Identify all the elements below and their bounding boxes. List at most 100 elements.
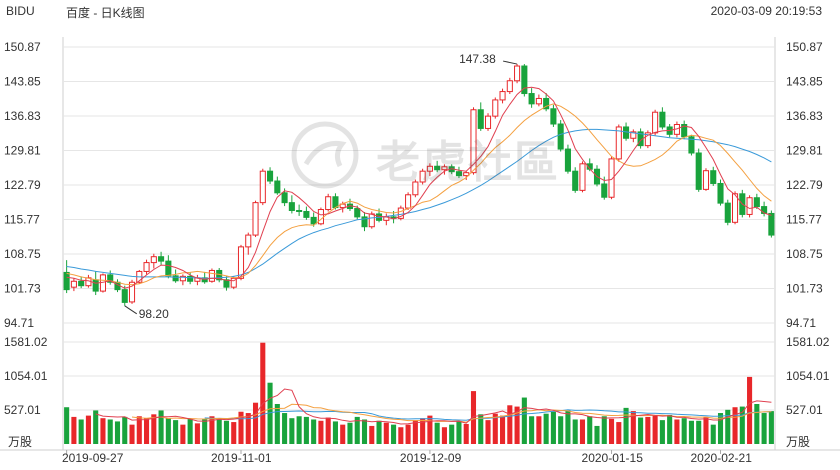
volume-bar [332,421,338,444]
price-tick-label-left: 143.85 [4,75,41,89]
candle-down [717,182,724,204]
volume-bar [667,414,673,444]
candle-down [543,97,550,110]
volume-bar [398,427,404,444]
candle-up [419,170,426,183]
volume-bar [107,419,113,444]
volume-bar [572,419,578,444]
volume-bar [630,411,636,444]
candle-up [579,163,586,191]
volume-bar [296,416,302,444]
volume-bar [187,418,193,444]
candle-down [557,123,564,150]
volume-bar [521,397,527,444]
volume-bar [652,414,658,444]
candle-up [128,281,136,303]
candle-down [296,210,303,213]
candle-up [506,80,513,93]
date-tick-label: 2019-09-27 [62,451,124,465]
volume-bar [144,418,150,444]
volume-bar [696,420,702,444]
ma10-line [66,103,772,286]
date-tick-label: 2019-12-09 [400,451,462,465]
volume-bar [710,424,716,444]
volume-bar [209,416,215,444]
volume-bar [405,424,411,444]
candle-up [630,131,637,139]
volume-bar [347,422,353,444]
volume-bar [768,411,774,444]
volume-bar [761,413,767,444]
candle-down [710,170,717,184]
candle-down [572,170,579,191]
volume-bar [725,409,731,444]
volume-bar [681,418,687,444]
volume-bar [420,418,426,444]
watermark: 老虎社區 [290,120,570,190]
price-tick-label-right: 94.71 [786,316,816,330]
low-annotation-leader [124,305,138,315]
candle-down [172,275,179,282]
volume-tick-label-right: 1581.02 [786,335,830,349]
volume-bar [536,416,542,444]
candle-up [397,207,404,219]
candle-up [652,111,659,134]
volume-bar [391,424,397,444]
volume-bar [623,407,629,444]
volume-bar [85,415,91,444]
volume-bar [616,422,622,444]
volume-bar [688,420,694,444]
candle-down [92,279,99,292]
candle-up [179,275,186,282]
timestamp: 2020-03-09 20:19:53 [710,4,822,18]
price-tick-label-right: 122.79 [786,178,823,192]
candle-up [208,269,215,282]
volume-bar [71,416,77,444]
tiger-logo-icon [291,121,359,189]
volume-bar [492,413,498,444]
volume-bar [500,415,506,444]
volume-bar [434,422,440,444]
vol-ma5-line [95,388,772,425]
price-tick-label-left: 122.79 [4,178,41,192]
candle-down [354,208,361,218]
candle-up [644,132,651,147]
candle-up [317,209,324,225]
volume-bar [158,410,164,444]
candle-down [434,165,441,171]
volume-unit-label-left: 万股 [8,435,32,449]
volume-bar [369,425,375,444]
volume-bar [754,404,760,444]
volume-tick-label-left: 1054.01 [4,369,48,383]
high-annotation-leader [502,60,518,65]
volume-bar [739,406,745,444]
volume-bar [478,414,484,444]
watermark-text: 老虎社區 [376,138,560,187]
volume-bar [383,422,389,444]
candle-down [281,192,288,204]
volume-bar [93,410,99,444]
candle-up [412,181,419,196]
candle-up [499,91,506,101]
price-tick-label-right: 108.75 [786,247,823,261]
volume-bar [674,419,680,444]
volume-bar [216,418,222,444]
candle-up [615,126,622,160]
price-tick-label-left: 136.83 [4,109,41,123]
volume-tick-label-right: 1054.01 [786,369,830,383]
candle-down [477,109,484,129]
volume-bar [427,415,433,444]
candle-down [768,212,775,236]
candle-up [259,170,266,204]
volume-bar [732,407,738,444]
candle-down [165,260,172,277]
date-tick-label: 2020-01-15 [582,451,644,465]
date-tick-label: 2019-11-01 [211,451,272,465]
candle-down [310,216,317,225]
candle-down [521,65,528,95]
volume-bar [601,416,607,444]
volume-bar [194,423,200,444]
candle-up [230,277,237,288]
candle-up [608,158,615,198]
volume-bar [449,424,455,444]
